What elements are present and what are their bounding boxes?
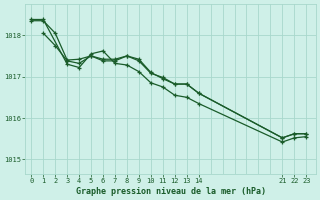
X-axis label: Graphe pression niveau de la mer (hPa): Graphe pression niveau de la mer (hPa) <box>76 187 266 196</box>
